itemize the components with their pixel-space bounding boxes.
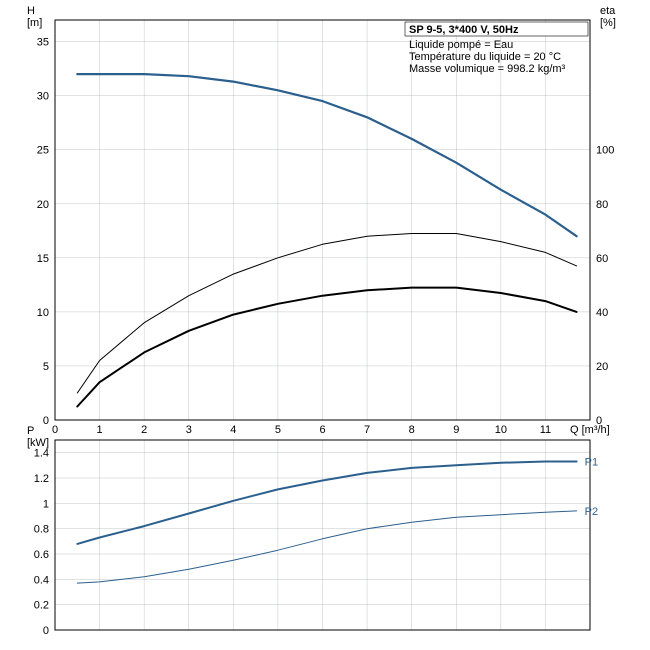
svg-text:1: 1 <box>97 424 103 436</box>
svg-text:0.6: 0.6 <box>34 549 49 561</box>
svg-text:0.2: 0.2 <box>34 600 49 612</box>
svg-text:SP 9-5, 3*400 V, 50Hz: SP 9-5, 3*400 V, 50Hz <box>409 24 519 36</box>
svg-text:Température du liquide = 20 °C: Température du liquide = 20 °C <box>409 51 561 63</box>
svg-text:20: 20 <box>596 361 608 373</box>
svg-text:[kW]: [kW] <box>27 437 49 449</box>
svg-text:0.8: 0.8 <box>34 524 49 536</box>
svg-text:[%]: [%] <box>600 17 616 29</box>
svg-text:40: 40 <box>596 307 608 319</box>
svg-text:15: 15 <box>37 253 49 265</box>
svg-text:35: 35 <box>37 37 49 49</box>
svg-text:30: 30 <box>37 91 49 103</box>
svg-text:0: 0 <box>52 424 58 436</box>
svg-text:0.4: 0.4 <box>34 574 49 586</box>
chart-svg: 0 1 2 3 4 5 6 7 8 9 10 11 0 5 10 15 20 25 30 35 0 20 40 60 80 100… <box>0 0 650 650</box>
svg-text:7: 7 <box>364 424 370 436</box>
svg-text:Q [m³/h]: Q [m³/h] <box>570 424 610 436</box>
svg-text:60: 60 <box>596 253 608 265</box>
svg-text:2: 2 <box>141 424 147 436</box>
svg-text:P: P <box>27 425 34 437</box>
svg-text:Masse volumique = 998.2 kg/m³: Masse volumique = 998.2 kg/m³ <box>409 63 566 75</box>
svg-text:1.4: 1.4 <box>34 448 49 460</box>
svg-text:[m]: [m] <box>27 17 42 29</box>
svg-text:4: 4 <box>230 424 236 436</box>
svg-text:100: 100 <box>596 145 614 157</box>
svg-text:10: 10 <box>495 424 507 436</box>
svg-text:25: 25 <box>37 145 49 157</box>
svg-text:P1: P1 <box>585 457 598 469</box>
svg-text:5: 5 <box>275 424 281 436</box>
svg-text:0: 0 <box>43 415 49 427</box>
svg-text:Liquide pompé = Eau: Liquide pompé = Eau <box>409 39 513 51</box>
pump-curve-chart: 0 1 2 3 4 5 6 7 8 9 10 11 0 5 10 15 20 25 30 35 0 20 40 60 80 100… <box>0 0 650 650</box>
svg-text:20: 20 <box>37 199 49 211</box>
svg-text:1: 1 <box>43 498 49 510</box>
svg-text:3: 3 <box>186 424 192 436</box>
svg-text:80: 80 <box>596 199 608 211</box>
svg-text:0: 0 <box>43 625 49 637</box>
svg-text:eta: eta <box>600 5 616 17</box>
svg-text:5: 5 <box>43 361 49 373</box>
svg-text:1.2: 1.2 <box>34 473 49 485</box>
svg-text:P2: P2 <box>585 506 598 518</box>
svg-text:6: 6 <box>319 424 325 436</box>
svg-text:10: 10 <box>37 307 49 319</box>
svg-text:8: 8 <box>409 424 415 436</box>
svg-text:H: H <box>27 5 35 17</box>
svg-text:11: 11 <box>540 424 551 436</box>
svg-text:9: 9 <box>453 424 459 436</box>
